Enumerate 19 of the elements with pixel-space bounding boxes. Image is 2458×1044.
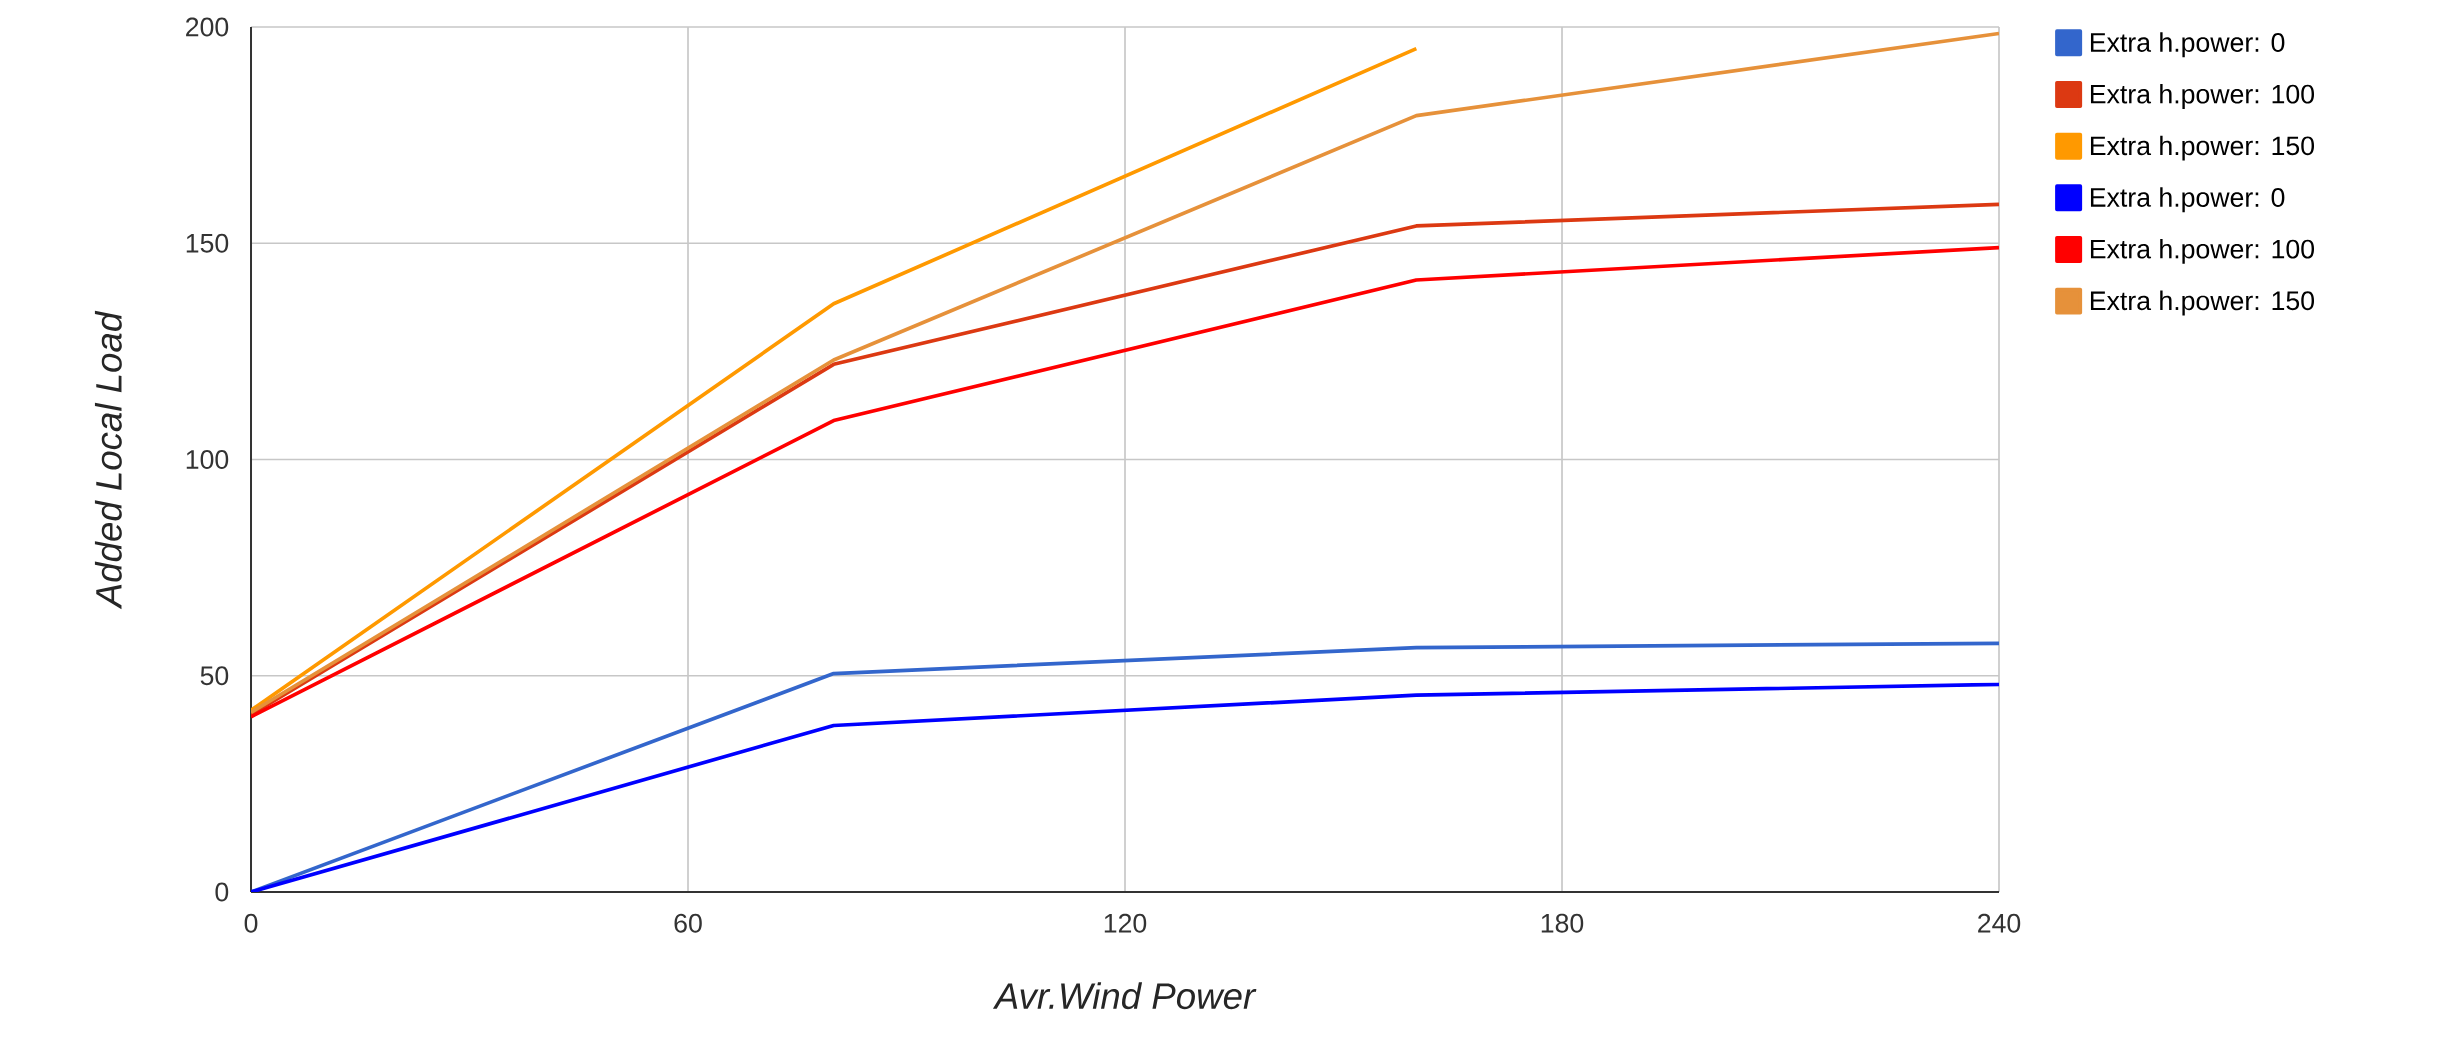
line-series bbox=[251, 31, 1999, 715]
x-tick-label: 0 bbox=[244, 913, 258, 933]
y-tick-label: 0 bbox=[215, 882, 229, 902]
y-tick-label: 100 bbox=[186, 450, 229, 469]
x-tick-label: 240 bbox=[1978, 913, 2021, 933]
legend-label: Extra h.power: 150 bbox=[2090, 290, 2315, 316]
x-tick-label: 180 bbox=[1541, 913, 1584, 933]
legend-label: Extra h.power: 0 bbox=[2090, 32, 2285, 58]
x-tick-label: 120 bbox=[1104, 913, 1147, 933]
legend-label: Extra h.power: 100 bbox=[2090, 238, 2315, 264]
y-axis-title: Added Local Load bbox=[94, 310, 122, 610]
x-tick-label: 60 bbox=[674, 913, 702, 933]
y-tick-label: 200 bbox=[186, 17, 229, 37]
legend-label: Extra h.power: 0 bbox=[2090, 187, 2285, 213]
y-tick-label: 150 bbox=[186, 233, 229, 253]
y-tick-label: 50 bbox=[200, 666, 229, 686]
legend-label: Extra h.power: 100 bbox=[2090, 83, 2315, 109]
legend-label: Extra h.power: 150 bbox=[2090, 135, 2315, 161]
x-axis-title: Avr.Wind Power bbox=[992, 982, 1257, 1010]
